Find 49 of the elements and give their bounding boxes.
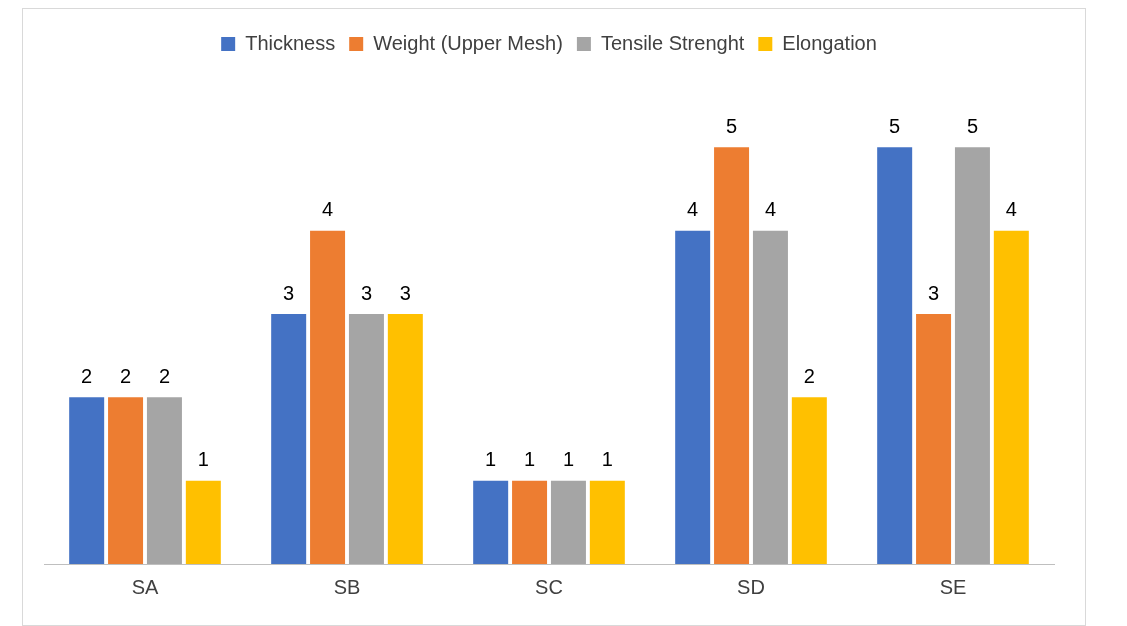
data-label: 4 [1005, 198, 1017, 221]
data-label: 5 [966, 114, 979, 137]
data-label: 4 [321, 198, 334, 221]
data-label: 2 [81, 364, 93, 387]
bar [473, 480, 509, 564]
x-tick-label: SE [939, 575, 967, 598]
x-tick-label: SC [535, 575, 563, 598]
bar [877, 147, 913, 564]
data-label: 3 [360, 281, 373, 304]
data-label: 2 [120, 364, 132, 387]
x-tick-label: SA [131, 575, 159, 598]
bar [108, 397, 144, 564]
legend-label: Weight (Upper Mesh) [373, 31, 563, 54]
data-label: 1 [601, 448, 613, 471]
data-label: 3 [399, 281, 411, 304]
bar [550, 480, 586, 564]
data-label: 1 [523, 448, 536, 471]
data-label: 1 [485, 448, 497, 471]
data-label: 2 [158, 364, 171, 387]
legend-label: Thickness [245, 31, 336, 54]
data-label: 5 [889, 114, 901, 137]
data-label: 4 [687, 198, 699, 221]
data-label: 1 [197, 448, 209, 471]
bar [752, 230, 788, 564]
data-label: 2 [803, 364, 815, 387]
data-label: 5 [725, 114, 738, 137]
bar [387, 314, 423, 564]
data-label: 4 [764, 198, 777, 221]
bar [714, 147, 750, 564]
bar [916, 314, 952, 564]
bar [271, 314, 307, 564]
legend-label: Elongation [782, 31, 877, 54]
bar [69, 397, 105, 564]
data-label: 3 [927, 281, 940, 304]
bar [675, 230, 711, 564]
bar [993, 230, 1029, 564]
bar [512, 480, 548, 564]
data-label: 1 [562, 448, 575, 471]
x-tick-label: SD [737, 575, 765, 598]
bar [589, 480, 625, 564]
bar [185, 480, 221, 564]
data-label: 3 [283, 281, 295, 304]
bar [310, 230, 346, 564]
x-tick-label: SB [333, 575, 361, 598]
bar [146, 397, 182, 564]
bar [954, 147, 990, 564]
bar [791, 397, 827, 564]
legend-label: Tensile Strenght [600, 31, 745, 54]
bar [348, 314, 384, 564]
